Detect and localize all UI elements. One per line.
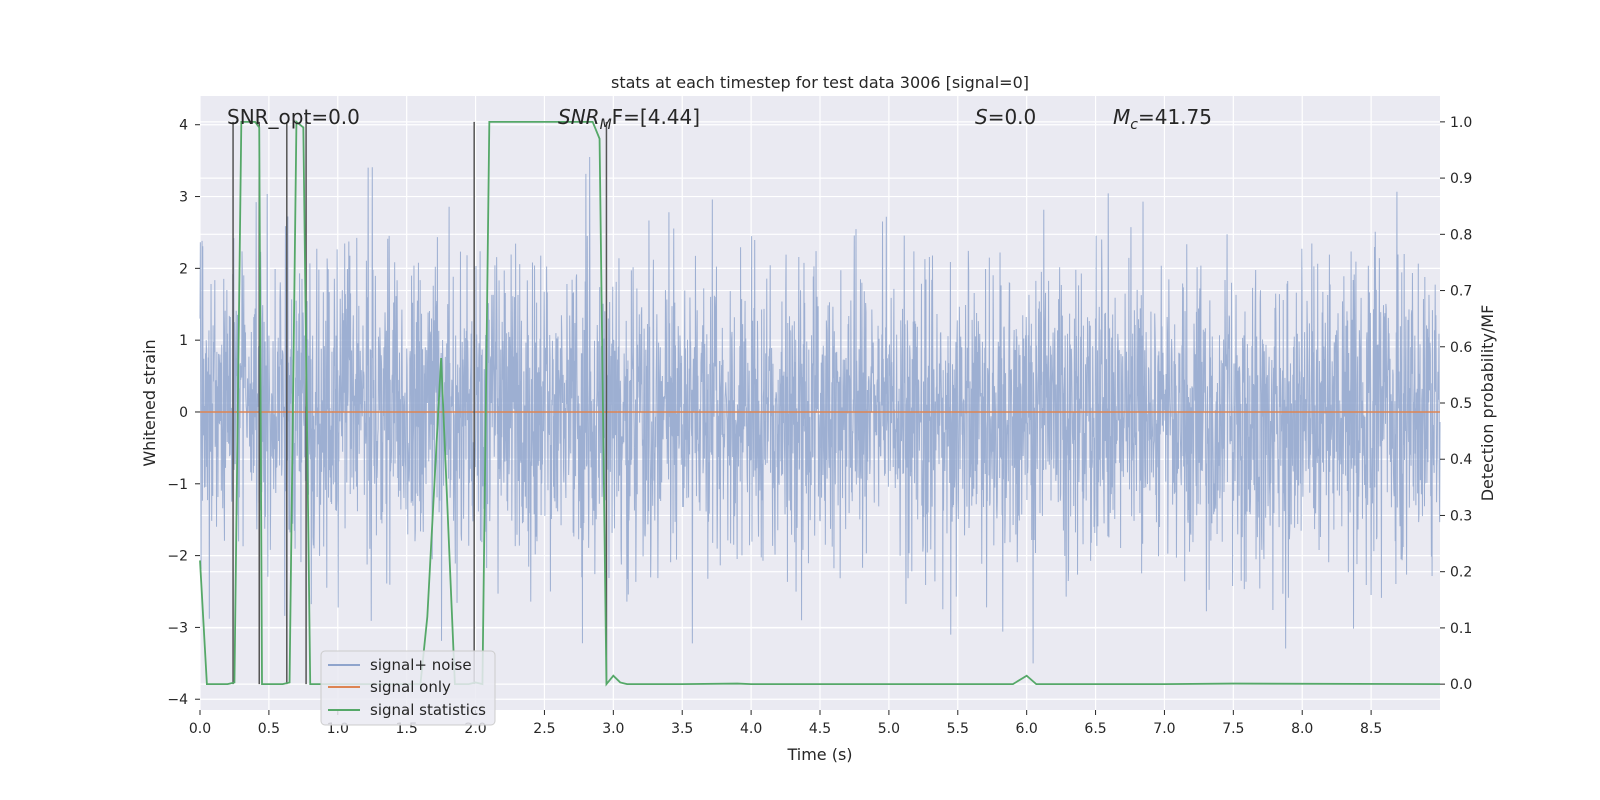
y-axis-right: 0.0 0.1 0.2 0.3 0.4 0.5 0.6 0.7 0.8 0.9 1.0 — [1440, 115, 1472, 693]
legend-label-signal-noise: signal+ noise — [370, 656, 472, 674]
snr-mf-rest: F=[4.44] — [612, 105, 700, 129]
x-tick-label: 8.0 — [1291, 721, 1313, 737]
y2-tick-label: 1.0 — [1450, 115, 1472, 131]
y-tick-label: −3 — [167, 620, 188, 636]
x-tick-label: 5.5 — [947, 721, 969, 737]
x-tick-label: 6.0 — [1016, 721, 1038, 737]
y-tick-label: 4 — [179, 118, 188, 134]
y2-tick-label: 0.4 — [1450, 452, 1472, 468]
annotations: SNR_opt=0.0 SNRMF=[4.44] S=0.0 Mc=41.75 — [227, 105, 1212, 133]
legend-label-signal-only: signal only — [370, 678, 451, 696]
y2-tick-label: 0.1 — [1450, 621, 1472, 637]
legend-label-signal-statistics: signal statistics — [370, 701, 486, 719]
y2-tick-label: 0.6 — [1450, 340, 1472, 356]
y-tick-label: −2 — [167, 549, 188, 565]
x-tick-label: 3.5 — [671, 721, 693, 737]
snr-mf-sub: M — [600, 117, 612, 133]
y2-tick-label: 0.0 — [1450, 677, 1472, 693]
x-tick-label: 3.0 — [602, 721, 624, 737]
legend-box — [320, 650, 496, 726]
mc-sub: c — [1130, 117, 1138, 133]
x-axis-label: Time (s) — [786, 745, 852, 764]
y2-axis-label: Detection probability/MF — [1478, 305, 1497, 502]
y-axis-label: Whitened strain — [140, 339, 159, 466]
x-tick-label: 7.5 — [1222, 721, 1244, 737]
x-tick-label: 4.5 — [809, 721, 831, 737]
snr-opt-annotation: SNR_opt=0.0 — [227, 105, 360, 129]
snr-mf-main: SNR — [558, 105, 600, 129]
y2-tick-label: 0.9 — [1450, 171, 1472, 187]
mc-annotation: Mc=41.75 — [1113, 105, 1212, 133]
s-rest: =0.0 — [988, 105, 1037, 129]
x-tick-label: 5.0 — [878, 721, 900, 737]
y-tick-label: 1 — [179, 333, 188, 349]
x-tick-label: 4.0 — [740, 721, 762, 737]
signal-noise-line — [199, 157, 1441, 664]
y-tick-label: 3 — [179, 190, 188, 206]
x-tick-label: 0.0 — [189, 721, 211, 737]
x-tick-label: 8.5 — [1360, 721, 1382, 737]
legend: signal+ noise signal only signal statist… — [320, 650, 496, 726]
y2-tick-label: 0.5 — [1450, 396, 1472, 412]
y-axis-left: −4 −3 −2 −1 0 1 2 3 4 — [167, 118, 200, 708]
y2-tick-label: 0.7 — [1450, 284, 1472, 300]
y2-tick-label: 0.2 — [1450, 565, 1472, 581]
y-tick-label: −4 — [167, 692, 188, 708]
y-tick-label: 0 — [179, 405, 188, 421]
x-tick-label: 7.0 — [1153, 721, 1175, 737]
x-tick-label: 6.5 — [1084, 721, 1106, 737]
y-tick-label: −1 — [167, 477, 188, 493]
x-tick-label: 2.5 — [533, 721, 555, 737]
y2-tick-label: 0.3 — [1450, 508, 1472, 524]
chart-title: stats at each timestep for test data 300… — [611, 73, 1029, 92]
y2-tick-label: 0.8 — [1450, 227, 1472, 243]
s-main: S — [975, 105, 988, 129]
x-tick-label: 0.5 — [258, 721, 280, 737]
s-annotation: S=0.0 — [975, 105, 1036, 129]
y-tick-label: 2 — [179, 261, 188, 277]
mc-main: M — [1113, 105, 1130, 129]
signal-noise-series — [199, 157, 1441, 664]
mc-rest: =41.75 — [1138, 105, 1212, 129]
snr-mf-annotation: SNRMF=[4.44] — [558, 105, 700, 133]
